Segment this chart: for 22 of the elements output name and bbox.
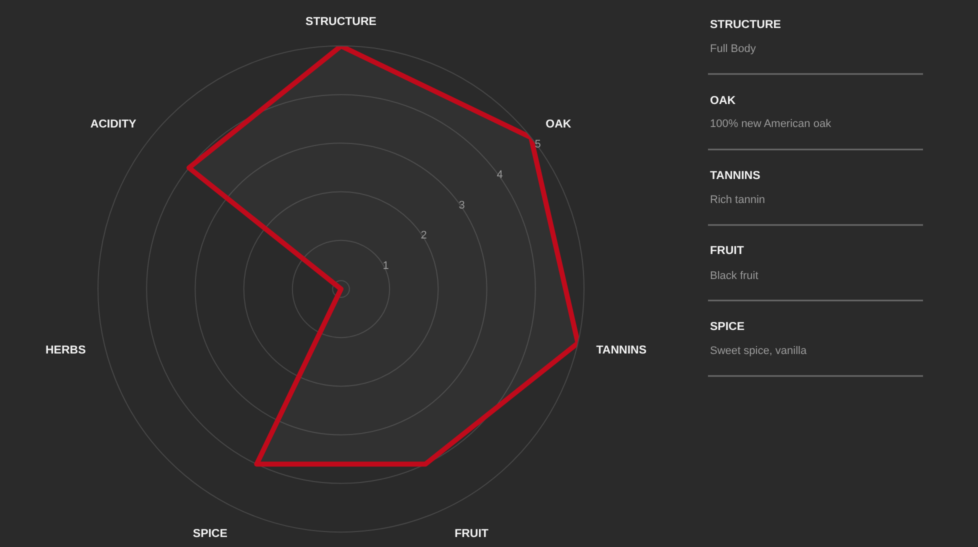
- text: TANNINS: [710, 170, 761, 182]
- text: SPICE: [710, 321, 745, 333]
- spoke-label: SPICE: [192, 528, 228, 540]
- spoke-label: HERBS: [46, 344, 86, 357]
- spoke-label: TANNINS: [596, 344, 647, 357]
- text: STRUCTURE: [710, 19, 782, 31]
- text: 100% new American oak: [710, 118, 832, 130]
- spoke-label: OAK: [546, 118, 572, 130]
- text: Sweet spice, vanilla: [710, 345, 808, 357]
- y-tick-label: 1: [382, 260, 389, 272]
- text: OAK: [710, 95, 736, 107]
- spoke-label: ACIDITY: [90, 118, 137, 130]
- text: FRUIT: [710, 245, 744, 257]
- text: Rich tannin: [710, 194, 766, 206]
- spoke-label: STRUCTURE: [306, 16, 377, 28]
- spoke-label: FRUIT: [454, 528, 488, 540]
- text: Black fruit: [710, 270, 758, 282]
- y-tick-label: 3: [458, 199, 465, 212]
- text: Full Body: [710, 43, 756, 55]
- y-tick-label: 5: [534, 138, 541, 151]
- y-tick-label: 4: [496, 168, 503, 181]
- y-tick-label: 2: [420, 230, 427, 242]
